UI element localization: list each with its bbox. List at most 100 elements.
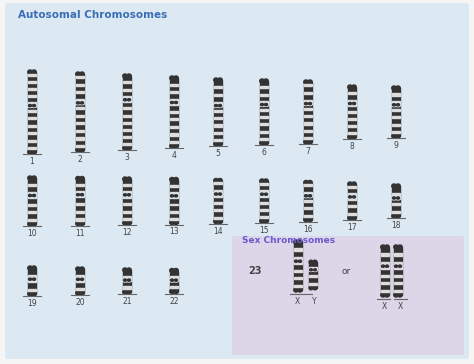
Ellipse shape <box>76 102 80 104</box>
Bar <box>123 107 127 110</box>
Ellipse shape <box>351 195 357 199</box>
Bar <box>218 139 222 141</box>
Bar <box>123 136 127 138</box>
Ellipse shape <box>127 221 131 225</box>
Bar <box>28 110 32 112</box>
Bar <box>170 134 174 135</box>
Ellipse shape <box>27 194 33 197</box>
Ellipse shape <box>217 104 223 107</box>
Bar <box>214 132 218 134</box>
Bar <box>218 80 222 144</box>
Text: Autosomal Chromosomes: Autosomal Chromosomes <box>18 10 167 20</box>
Bar <box>398 262 402 264</box>
Bar <box>80 83 84 86</box>
Ellipse shape <box>395 103 401 107</box>
Bar <box>123 191 127 193</box>
Ellipse shape <box>264 141 268 145</box>
Bar <box>170 218 174 220</box>
Ellipse shape <box>391 103 397 107</box>
Bar <box>348 92 352 94</box>
Bar <box>381 274 385 277</box>
Bar <box>174 286 178 288</box>
Bar <box>396 109 400 111</box>
Bar <box>127 276 131 278</box>
Bar <box>174 83 178 86</box>
Bar <box>214 86 218 88</box>
Bar <box>127 218 131 220</box>
Text: 5: 5 <box>216 149 220 158</box>
Ellipse shape <box>260 141 264 145</box>
Bar <box>76 184 80 186</box>
Ellipse shape <box>128 194 130 196</box>
Bar <box>80 288 84 290</box>
Ellipse shape <box>214 219 218 223</box>
Text: 18: 18 <box>391 221 401 230</box>
Bar <box>127 129 131 131</box>
Ellipse shape <box>28 104 32 107</box>
Ellipse shape <box>171 101 173 104</box>
Ellipse shape <box>348 182 352 186</box>
Ellipse shape <box>80 148 84 152</box>
Ellipse shape <box>75 101 81 105</box>
Ellipse shape <box>126 193 132 197</box>
Bar <box>308 200 312 202</box>
Bar <box>170 270 174 292</box>
Bar <box>396 131 400 133</box>
Bar <box>260 109 264 111</box>
Bar <box>348 205 352 207</box>
Bar <box>298 277 302 280</box>
Ellipse shape <box>382 265 384 267</box>
Bar <box>80 269 84 293</box>
Bar <box>304 130 308 132</box>
Bar <box>123 210 127 213</box>
Bar <box>260 81 264 143</box>
Bar <box>214 80 218 144</box>
Bar <box>76 288 80 290</box>
Ellipse shape <box>174 178 178 182</box>
Bar <box>348 100 352 102</box>
Bar <box>352 213 356 215</box>
Bar <box>385 253 389 256</box>
Bar <box>309 275 313 277</box>
Ellipse shape <box>259 192 265 196</box>
Bar <box>174 218 178 220</box>
Bar <box>294 248 298 251</box>
Bar <box>32 72 36 152</box>
Ellipse shape <box>352 182 356 186</box>
Ellipse shape <box>348 135 352 139</box>
Bar <box>348 132 352 134</box>
Bar <box>123 122 127 124</box>
Bar <box>260 101 264 103</box>
Bar <box>32 132 36 134</box>
Bar <box>123 115 127 116</box>
Bar <box>308 215 312 217</box>
Ellipse shape <box>392 197 396 199</box>
Bar <box>352 198 356 200</box>
Bar <box>218 190 222 192</box>
Text: X: X <box>294 297 300 306</box>
Bar <box>218 132 222 134</box>
Ellipse shape <box>397 264 403 268</box>
Text: 13: 13 <box>169 228 179 237</box>
Ellipse shape <box>28 222 32 226</box>
Ellipse shape <box>214 78 218 82</box>
Bar <box>76 83 80 86</box>
Bar <box>392 101 396 103</box>
Ellipse shape <box>263 192 269 196</box>
Ellipse shape <box>214 193 218 195</box>
Bar <box>127 136 131 138</box>
Ellipse shape <box>217 192 223 196</box>
Ellipse shape <box>214 104 218 107</box>
Bar <box>127 89 131 91</box>
Bar <box>392 88 396 136</box>
Bar <box>308 184 312 186</box>
Bar <box>32 178 36 224</box>
Ellipse shape <box>309 286 313 290</box>
Bar <box>381 290 385 292</box>
Ellipse shape <box>32 194 36 197</box>
Ellipse shape <box>309 260 313 264</box>
Ellipse shape <box>31 104 37 107</box>
Bar <box>32 280 36 282</box>
Ellipse shape <box>80 72 84 76</box>
Bar <box>76 107 80 109</box>
